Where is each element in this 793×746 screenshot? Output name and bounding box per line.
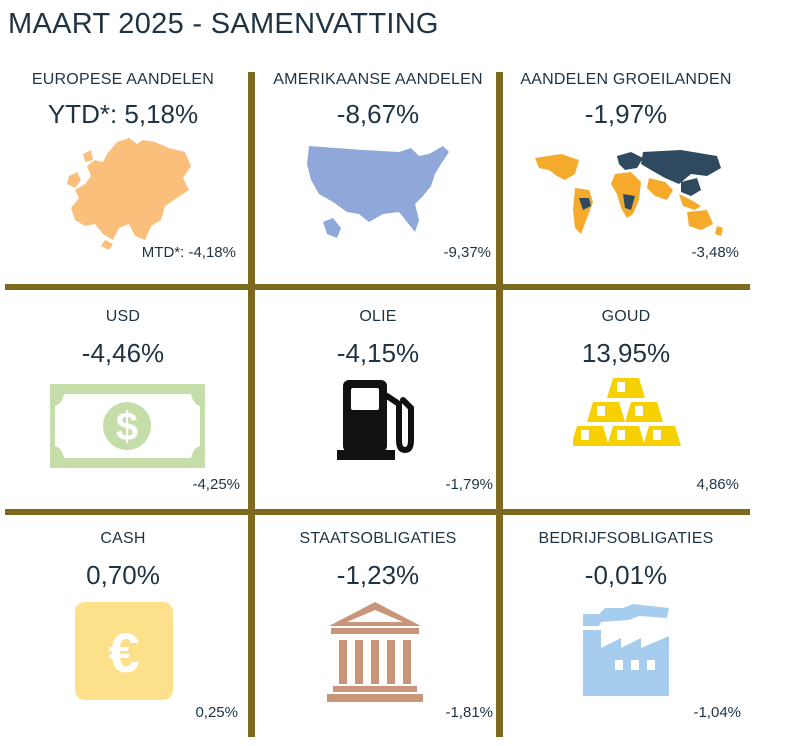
cell-oil: OLIE -4,15% -1,79% [255, 300, 501, 520]
cell-mtd-value: -4,25% [192, 476, 240, 493]
cell-ytd-value: -0,01% [584, 560, 668, 590]
factory-icon [583, 604, 669, 696]
cell-label: USD [105, 308, 141, 325]
euro-icon: € [75, 602, 173, 700]
europe-map-icon [67, 138, 191, 250]
cell-ytd-value: -4,46% [81, 338, 165, 368]
cell-ytd-value: -4,15% [336, 338, 420, 368]
cell-ytd-value: YTD*: 5,18% [47, 99, 199, 129]
svg-text:$: $ [116, 405, 138, 449]
cell-usd: USD -4,46% $ -4,25% [0, 300, 246, 520]
cell-mtd-value: -1,04% [693, 704, 741, 721]
cell-ytd-value: 13,95% [581, 338, 671, 368]
cell-label: STAATSOBLIGATIES [299, 530, 457, 547]
divider-vertical-1 [248, 72, 255, 737]
gold-bars-icon [573, 378, 681, 446]
cell-cash: CASH 0,70% € 0,25% [0, 520, 246, 740]
usa-map-icon [307, 146, 449, 238]
government-building-icon [327, 602, 423, 702]
svg-text:€: € [108, 621, 139, 684]
cell-mtd-value: -1,81% [445, 704, 493, 721]
cell-emerging-equities: AANDELEN GROEILANDEN -1,97% -3,48% [503, 64, 749, 284]
cell-mtd-value: 4,86% [696, 476, 739, 493]
fuel-pump-icon [337, 380, 414, 460]
cell-us-equities: AMERIKAANSE AANDELEN -8,67% -9,37% [255, 64, 501, 284]
cell-mtd-value: 0,25% [195, 704, 238, 721]
cell-label: BEDRIJFSOBLIGATIES [538, 530, 714, 547]
cell-mtd-value: -3,48% [691, 244, 739, 261]
cell-label: GOUD [601, 308, 651, 325]
cell-ytd-value: -1,23% [336, 560, 420, 590]
cell-mtd-value: -1,79% [445, 476, 493, 493]
world-map-icon [535, 150, 723, 236]
cell-ytd-value: 0,70% [86, 560, 160, 590]
cell-label: AMERIKAANSE AANDELEN [273, 71, 483, 88]
dollar-bill-icon: $ [50, 384, 205, 468]
cell-corporate-bonds: BEDRIJFSOBLIGATIES -0,01% -1,04% [503, 520, 749, 740]
page-title: MAART 2025 - SAMENVATTING [8, 8, 439, 40]
cell-mtd-value: MTD*: -4,18% [141, 244, 236, 261]
cell-label: AANDELEN GROEILANDEN [520, 71, 732, 88]
cell-mtd-value: -9,37% [443, 244, 491, 261]
divider-vertical-2 [496, 72, 503, 737]
cell-european-equities: EUROPESE AANDELEN YTD*: 5,18% MTD*: -4,1… [0, 64, 246, 284]
cell-gold: GOUD 13,95% 4,86% [503, 300, 749, 520]
cell-label: CASH [100, 530, 146, 547]
cell-ytd-value: -8,67% [336, 99, 420, 129]
cell-ytd-value: -1,97% [584, 99, 668, 129]
divider-horizontal-1 [5, 284, 750, 290]
cell-label: OLIE [359, 308, 397, 325]
cell-government-bonds: STAATSOBLIGATIES -1,23% -1,81% [255, 520, 501, 740]
divider-horizontal-2 [5, 509, 750, 515]
cell-label: EUROPESE AANDELEN [31, 71, 215, 88]
